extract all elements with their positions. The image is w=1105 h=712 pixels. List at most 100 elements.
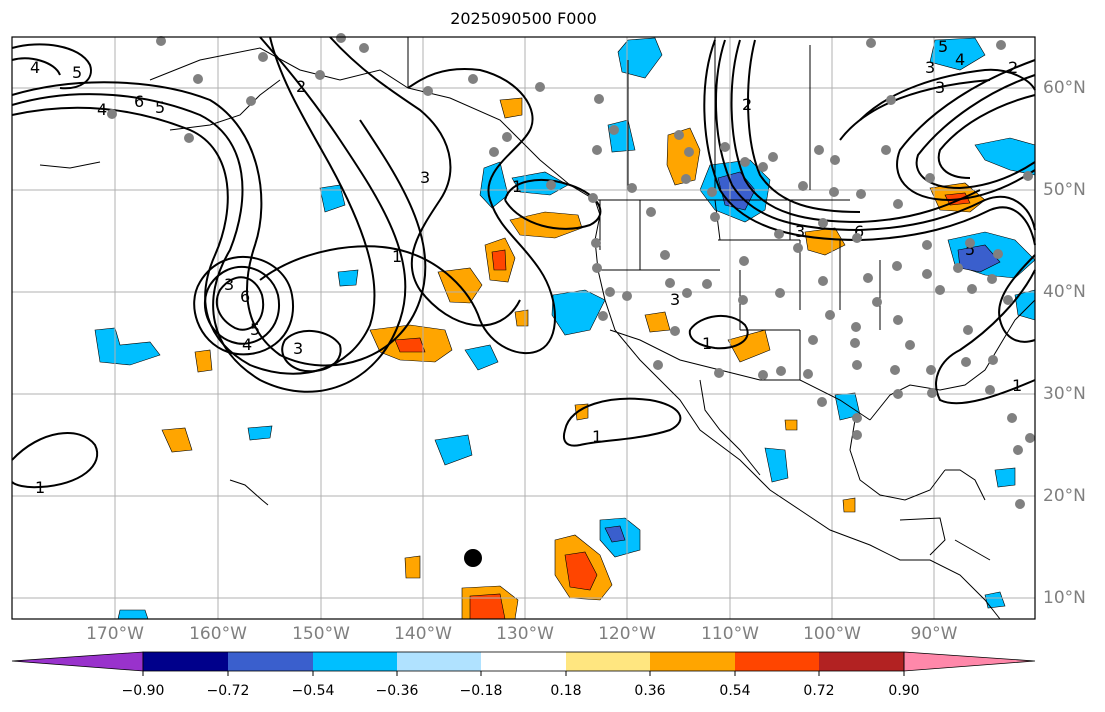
contour-label: 5	[965, 240, 975, 259]
colorbar-segment	[735, 652, 819, 671]
fill-orange	[499, 97, 523, 119]
contour-label: 3	[420, 168, 430, 187]
lon-label: 90°W	[910, 624, 958, 644]
fill-blue	[994, 467, 1016, 488]
lon-label: 110°W	[701, 624, 759, 644]
fill-red	[394, 337, 426, 353]
contour-label: 5	[155, 98, 165, 117]
contour-label: 5	[938, 37, 948, 56]
contour-label: 3	[293, 339, 303, 358]
fill-orange	[404, 555, 421, 579]
contour-label: 1	[35, 478, 45, 497]
colorbar	[11, 651, 1036, 676]
lat-label: 10°N	[1043, 588, 1086, 608]
fill-orange	[644, 311, 671, 333]
contour-label: 4	[97, 100, 107, 119]
colorbar-segment	[566, 652, 650, 671]
map-frame	[11, 36, 1036, 620]
fill-blue	[434, 434, 473, 466]
colorbar-tick: 0.72	[803, 683, 835, 699]
fill-blue	[117, 609, 149, 620]
contour-label: 1	[1012, 376, 1022, 395]
gridlines	[12, 37, 1035, 619]
fill-blue	[929, 37, 986, 71]
lon-label: 120°W	[598, 624, 656, 644]
fill-blue	[337, 269, 359, 287]
contour-label: 4	[30, 58, 40, 77]
fill-blue	[464, 344, 499, 371]
contour-labels: 4 5 4 6 5 2 3 3 6 4 5 3 1 1 1 1 2 3 3 3 …	[30, 37, 1022, 497]
contour-label: 3	[795, 222, 805, 241]
lat-label: 60°N	[1043, 78, 1086, 98]
fill-blue	[319, 184, 346, 213]
lat-label: 30°N	[1043, 384, 1086, 404]
fill-orange	[194, 349, 213, 373]
colorbar-tick: 0.18	[550, 683, 582, 699]
colorbar-tick: 0.36	[634, 683, 666, 699]
contour-label: 2	[742, 95, 752, 114]
fill-red	[491, 249, 507, 271]
colorbar-tick: 0.54	[719, 683, 751, 699]
lat-label: 40°N	[1043, 282, 1086, 302]
contour-label: 3	[670, 290, 680, 309]
contour-label: 1	[592, 427, 602, 446]
contour-label: 1	[392, 247, 402, 266]
colorbar-tick: −0.36	[375, 683, 419, 699]
lon-label: 140°W	[394, 624, 452, 644]
contour-label: 3	[224, 275, 234, 294]
fill-blue	[617, 37, 663, 79]
contour-label: 4	[955, 50, 965, 69]
contour-label: 6	[854, 222, 864, 241]
colorbar-tick: 0.90	[888, 683, 920, 699]
colorbar-tick: −0.54	[291, 683, 335, 699]
colorbar-segment	[313, 652, 397, 671]
fill-orange	[727, 329, 771, 363]
lon-label: 130°W	[496, 624, 554, 644]
colorbar-tick: −0.18	[459, 683, 503, 699]
colorbar-tick: −0.90	[121, 683, 165, 699]
station-dots	[107, 33, 1035, 509]
map-background	[12, 37, 1035, 619]
contour-label: 5	[72, 63, 82, 82]
colorbar-segment	[143, 652, 228, 671]
contour-label: 1	[702, 334, 712, 353]
contour-label: 2	[1008, 58, 1018, 77]
colorbar-tick: −0.72	[206, 683, 250, 699]
contour-label: 2	[296, 77, 306, 96]
fill-orange	[784, 419, 798, 431]
colorbar-max-arrow	[903, 651, 1036, 672]
fill-blue	[764, 447, 789, 483]
colorbar-segment	[228, 652, 313, 671]
lon-label: 160°W	[189, 624, 247, 644]
lat-label: 50°N	[1043, 180, 1086, 200]
shading-fills	[94, 37, 1036, 620]
contour-label: 5	[250, 320, 260, 339]
point-marker	[464, 549, 482, 567]
lon-label: 150°W	[292, 624, 350, 644]
fill-orange	[161, 427, 193, 453]
fill-red	[564, 551, 598, 591]
fill-orange	[514, 309, 529, 327]
colorbar-segment	[650, 652, 735, 671]
contour-lines	[11, 36, 1036, 489]
lon-label: 100°W	[803, 624, 861, 644]
contour-label: 6	[240, 287, 250, 306]
lat-label: 20°N	[1043, 486, 1086, 506]
fill-blue	[247, 425, 273, 441]
lon-label: 170°W	[86, 624, 144, 644]
fill-blue	[551, 289, 606, 336]
contour-label: 3	[935, 78, 945, 97]
contour-label: 4	[242, 335, 252, 354]
contour-label: 3	[925, 58, 935, 77]
map-title: 2025090500 F000	[450, 9, 597, 28]
fill-darkblue	[604, 525, 626, 543]
contour-label: 6	[134, 92, 144, 111]
colorbar-segment	[397, 652, 481, 671]
colorbar-segment	[819, 652, 904, 671]
fill-blue	[984, 591, 1006, 609]
fill-blue	[94, 327, 161, 366]
contour-label: 1	[512, 177, 522, 196]
colorbar-min-arrow	[11, 651, 144, 672]
colorbar-segment	[481, 652, 566, 671]
